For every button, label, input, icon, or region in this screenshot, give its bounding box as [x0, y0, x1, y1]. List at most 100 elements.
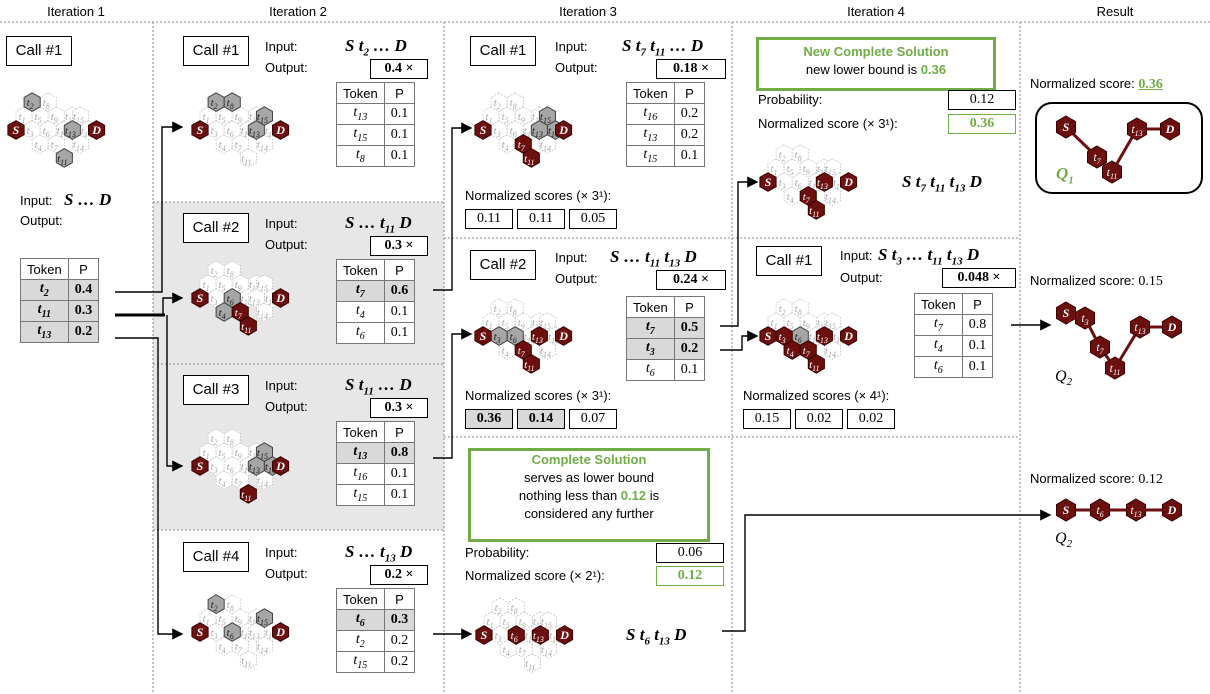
hex-cell-t11 — [522, 148, 540, 168]
hex-graph-it2-3: t1t2t3t4t5t6t7t8t9t10t12t14t13t15t16t11S… — [191, 428, 290, 504]
hex-label-sub: 15 — [260, 116, 268, 125]
input-sequence: S t11 … D — [345, 375, 412, 398]
hex-label-t8: t8 — [227, 97, 234, 111]
hex-label-sub: 6 — [230, 632, 234, 641]
hex-label-sub: 2 — [30, 102, 34, 111]
hex-label-t2: t2 — [27, 97, 34, 111]
token-cell: t6 — [336, 609, 385, 631]
hex-label-t6: t6 — [43, 125, 50, 139]
hex-cell-D — [272, 456, 290, 476]
hex-label-sub: 7 — [54, 144, 59, 153]
hex-label-t3: t3 — [211, 461, 218, 475]
path-node-label: t7 — [1093, 150, 1101, 166]
header-cell: Token — [20, 258, 69, 280]
normalized-score-cell: 0.11 — [465, 209, 513, 229]
normalized-scores-label: Normalized scores (× 3¹): — [465, 388, 612, 403]
table-row: t15 0.1 — [336, 484, 416, 506]
prob-cell: 0.1 — [673, 145, 706, 167]
hex-label-S: S — [765, 175, 772, 189]
path-node-sub: 6 — [1100, 510, 1104, 519]
token-cell: t16 — [626, 103, 675, 125]
complete-solution-box: Complete Solution serves as lower bound no… — [468, 448, 710, 542]
output-label: Output: — [265, 566, 308, 581]
hex-label-sub: 15 — [828, 168, 836, 177]
hex-label-sub: 8 — [46, 102, 50, 111]
hex-graph-complete: t1t2t3t4t5t7t8t9t10t11t12t14t15t16t6t13S… — [475, 597, 574, 673]
prob-cell: 0.3 — [383, 609, 416, 631]
token-cell: t2 — [20, 279, 69, 301]
hex-label-t4: t4 — [503, 644, 510, 658]
path-node-sub: 7 — [1097, 157, 1102, 166]
input-sequence: S … t11 D — [345, 213, 412, 236]
hex-label-t8: t8 — [511, 602, 518, 616]
input-sequence: S … t13 D — [345, 542, 413, 565]
hex-cell-t13 — [530, 326, 548, 346]
hex-label-sub: 9 — [238, 116, 242, 125]
result-score-2: 0.15 — [1138, 274, 1163, 289]
token-cell: t15 — [336, 651, 385, 673]
prob-cell: 0.2 — [673, 124, 706, 146]
hex-label-sub: 1 — [774, 168, 778, 177]
hex-label-S: S — [480, 329, 487, 343]
result-score-label: Normalized score: 0.15 — [1030, 273, 1163, 289]
hex-label-t11: t11 — [525, 658, 535, 672]
hex-label-t5: t5 — [787, 163, 794, 177]
hex-label-sub: 13 — [252, 466, 260, 475]
hex-label-sub: 9 — [238, 284, 242, 293]
hex-label-t13: t13 — [249, 293, 260, 307]
hex-label-sub: 2 — [214, 102, 218, 111]
prob-cell: 0.1 — [383, 103, 416, 125]
hex-label-t14: t14 — [257, 139, 268, 153]
hex-label-sub: 7 — [238, 144, 243, 153]
hex-label-sub: 3 — [29, 130, 34, 139]
hex-label-sub: 9 — [522, 621, 526, 630]
call-label-box: Call #2 — [183, 213, 249, 243]
hex-label-t6: t6 — [227, 461, 234, 475]
path-node-label: t7 — [1096, 340, 1104, 356]
hex-label-D: D — [275, 459, 285, 473]
hex-label-sub: 2 — [497, 308, 501, 317]
result-score-1: 0.36 — [1138, 77, 1163, 92]
table-row: t3 0.2 — [626, 338, 706, 360]
normalized-scores-label: Normalized scores (× 4¹): — [743, 388, 890, 403]
hex-label-t4: t4 — [219, 307, 226, 321]
hex-cell-D — [272, 288, 290, 308]
hex-label-t14: t14 — [257, 641, 268, 655]
hex-label-sub: 6 — [514, 635, 518, 644]
normalized-score-value: 0.36 — [948, 114, 1016, 134]
table-header: Token P — [626, 82, 706, 104]
hex-label-t9: t9 — [518, 317, 525, 331]
column-header: Iteration 1 — [47, 4, 105, 19]
hex-label-t8: t8 — [795, 303, 802, 317]
hex-label-sub: 13 — [536, 635, 544, 644]
prob-cell: 0.1 — [383, 484, 416, 506]
token-cell: t15 — [626, 145, 675, 167]
prob-cell: 0.1 — [673, 359, 706, 381]
hex-label-sub: 5 — [222, 284, 226, 293]
hex-label-t5: t5 — [219, 111, 226, 125]
hex-label-t9: t9 — [235, 613, 242, 627]
hex-graph-it4: t1t2t5t8t9t10t12t14t15t16t6t3t4t7t11t13S… — [759, 298, 858, 374]
header-cell: Token — [336, 588, 385, 610]
hex-label-sub: 7 — [806, 350, 811, 359]
header-cell: Token — [626, 82, 675, 104]
probability-value: 0.12 — [948, 90, 1016, 110]
hex-label-D: D — [275, 625, 285, 639]
path-node — [1056, 301, 1076, 325]
hex-label-t6: t6 — [510, 125, 517, 139]
hex-label-sub: 11 — [527, 158, 534, 167]
input-label: Input: — [555, 39, 588, 54]
table-row: t8 0.1 — [336, 145, 416, 167]
hex-label-sub: 7 — [238, 480, 243, 489]
hex-cell-t13 — [815, 326, 833, 346]
output-label: Output: — [265, 237, 308, 252]
hex-label-t4: t4 — [219, 139, 226, 153]
hex-label-sub: 14 — [76, 144, 84, 153]
hex-label-t4: t4 — [787, 191, 794, 205]
hex-cell-t11 — [807, 354, 825, 374]
hex-label-t3: t3 — [495, 630, 502, 644]
hex-cell-t2 — [207, 594, 225, 614]
hex-cell-D — [840, 326, 858, 346]
